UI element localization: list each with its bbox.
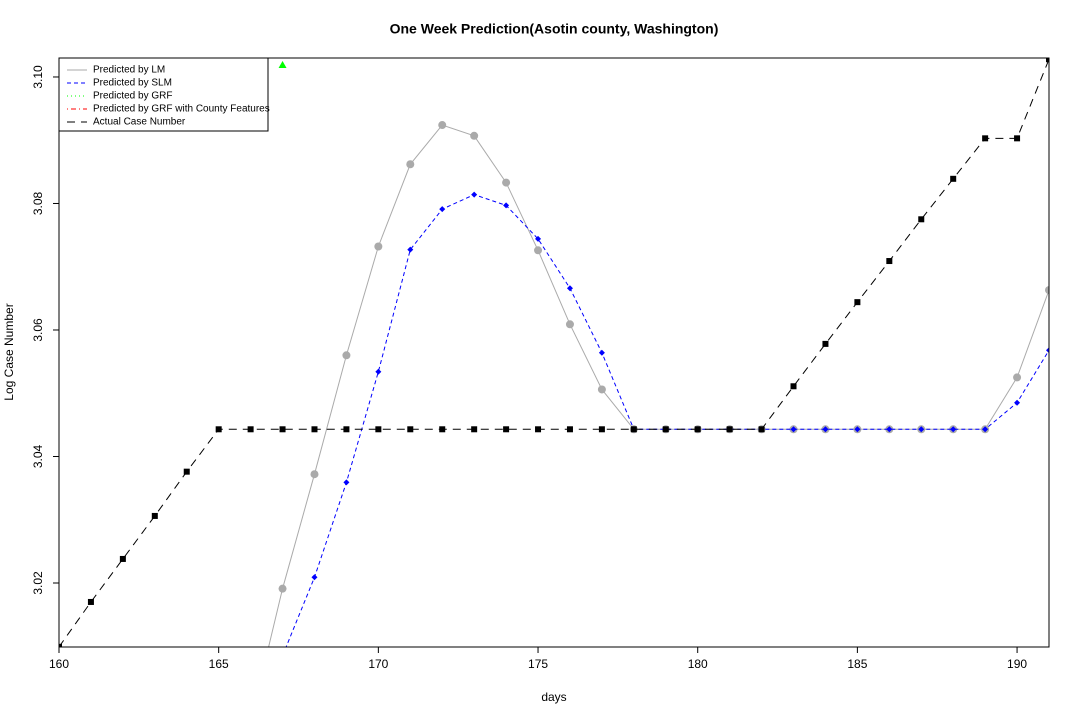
point bbox=[342, 351, 351, 360]
point bbox=[87, 598, 94, 605]
point bbox=[343, 426, 350, 433]
point bbox=[311, 574, 318, 581]
point bbox=[374, 242, 383, 251]
point bbox=[375, 368, 382, 375]
legend-label: Predicted by GRF bbox=[93, 91, 172, 102]
point bbox=[726, 426, 733, 433]
point bbox=[119, 555, 126, 562]
chart-title: One Week Prediction(Asotin county, Washi… bbox=[390, 21, 719, 37]
x-tick-label: 175 bbox=[528, 657, 548, 671]
point bbox=[375, 426, 382, 433]
point bbox=[407, 246, 414, 253]
point bbox=[982, 135, 989, 142]
point bbox=[565, 320, 574, 329]
y-tick-label: 3.08 bbox=[31, 191, 45, 215]
point bbox=[311, 426, 318, 433]
legend-box bbox=[58, 57, 269, 132]
point bbox=[535, 426, 542, 433]
point bbox=[566, 285, 573, 292]
point bbox=[886, 258, 893, 265]
point bbox=[566, 426, 573, 433]
point bbox=[854, 299, 861, 306]
point bbox=[1046, 58, 1049, 63]
point bbox=[438, 121, 447, 130]
legend-label: Predicted by SLM bbox=[93, 78, 172, 89]
x-tick-label: 185 bbox=[847, 657, 867, 671]
x-tick-label: 165 bbox=[209, 657, 229, 671]
point bbox=[918, 426, 925, 433]
point bbox=[758, 426, 765, 433]
x-tick-label: 190 bbox=[1007, 657, 1027, 671]
point bbox=[470, 131, 479, 140]
legend: Predicted by LM Predicted by SLM Predicted… bbox=[58, 57, 270, 132]
point bbox=[407, 426, 414, 433]
point bbox=[950, 175, 957, 182]
point bbox=[535, 235, 542, 242]
plot-frame bbox=[58, 57, 1050, 648]
x-axis-label: days bbox=[541, 690, 566, 704]
point bbox=[278, 60, 287, 68]
point bbox=[151, 512, 158, 519]
point bbox=[534, 246, 543, 255]
point bbox=[630, 426, 637, 433]
point bbox=[694, 426, 701, 433]
point bbox=[790, 383, 797, 390]
y-tick-label: 3.10 bbox=[31, 65, 45, 89]
point bbox=[502, 178, 511, 187]
point bbox=[950, 426, 957, 433]
plot-area bbox=[59, 58, 1049, 647]
point bbox=[471, 191, 478, 198]
point bbox=[790, 426, 797, 433]
y-tick-label: 3.02 bbox=[31, 571, 45, 595]
legend-label: Actual Case Number bbox=[93, 117, 186, 128]
x-tick-label: 170 bbox=[368, 657, 388, 671]
point bbox=[1045, 286, 1049, 295]
point bbox=[343, 479, 350, 486]
x-tick-label: 180 bbox=[688, 657, 708, 671]
point bbox=[822, 426, 829, 433]
point bbox=[662, 426, 669, 433]
point bbox=[278, 584, 287, 593]
point bbox=[503, 426, 510, 433]
point bbox=[886, 426, 893, 433]
point bbox=[982, 426, 989, 433]
series-line bbox=[59, 59, 1049, 647]
point bbox=[854, 426, 861, 433]
point bbox=[918, 216, 925, 223]
point bbox=[183, 468, 190, 475]
legend-label: Predicted by LM bbox=[93, 65, 165, 76]
legend-label: Predicted by GRF with County Features bbox=[93, 104, 270, 115]
point bbox=[597, 385, 606, 394]
point bbox=[439, 206, 446, 213]
point bbox=[1013, 373, 1022, 382]
point bbox=[822, 340, 829, 347]
point bbox=[247, 426, 254, 433]
point bbox=[598, 426, 605, 433]
y-tick-label: 3.04 bbox=[31, 444, 45, 468]
y-tick-label: 3.06 bbox=[31, 318, 45, 342]
point bbox=[439, 426, 446, 433]
point bbox=[406, 160, 415, 169]
point bbox=[59, 643, 62, 647]
point bbox=[310, 470, 319, 479]
point bbox=[215, 426, 222, 433]
x-tick-label: 160 bbox=[49, 657, 69, 671]
point bbox=[1014, 135, 1021, 142]
point bbox=[598, 349, 605, 356]
point bbox=[279, 426, 286, 433]
point bbox=[471, 426, 478, 433]
point bbox=[1014, 399, 1021, 406]
y-axis-label: Log Case Number bbox=[2, 303, 16, 400]
point bbox=[1046, 347, 1049, 354]
point bbox=[503, 202, 510, 209]
